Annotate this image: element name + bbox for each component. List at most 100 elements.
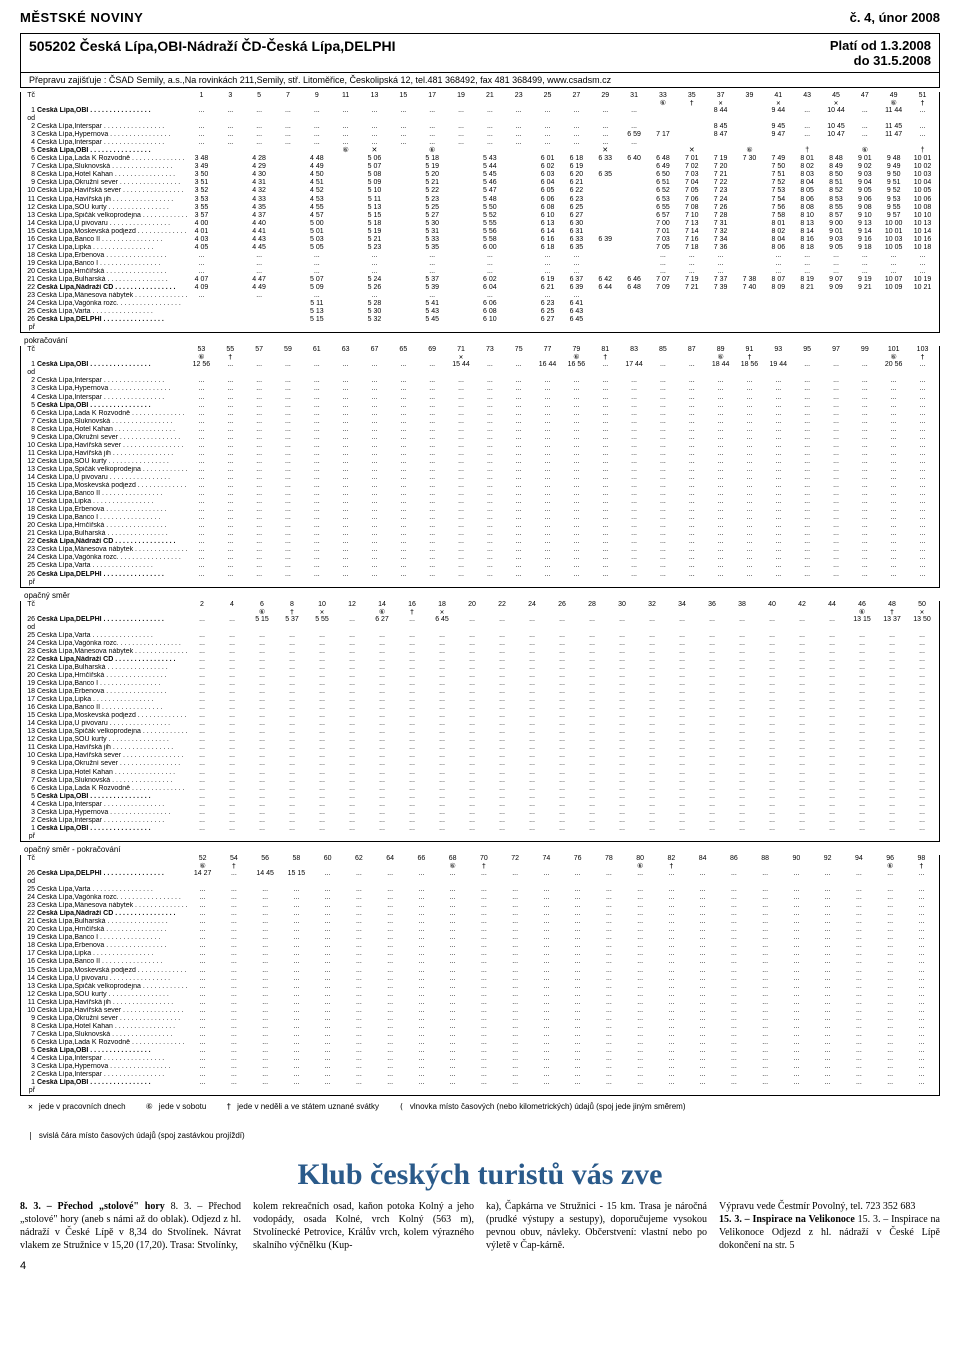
col-symbol: ⑥ [437,862,468,870]
col-number: 41 [764,92,793,99]
time-cell: ... [457,640,487,648]
timetable-row: 1 přČeská Lípa,OBI . . . . . . . . . . .… [21,1079,939,1095]
time-cell: ... [843,1055,874,1063]
stop-name: Česká Lípa,Moskevská podjezd . . . . . .… [37,712,187,720]
time-cell: ... [531,870,562,886]
time-cell: ... [343,1047,374,1055]
col-number: 29 [591,92,620,99]
time-cell: ... [843,1063,874,1071]
time-cell: ... [216,442,245,450]
stop-seq: 6 [23,155,37,163]
time-cell [620,228,649,236]
time-cell: ... [593,894,624,902]
stop-seq: 8 [23,1023,37,1031]
time-cell: ... [531,1063,562,1071]
col-symbol [531,862,562,870]
time-cell: ... [649,426,678,434]
time-cell: ... [727,785,757,793]
time-cell: ... [562,942,593,950]
col-number: 88 [750,855,781,862]
time-cell: ... [607,817,637,825]
time-cell: ... [706,394,735,402]
time-cell: ... [187,466,216,474]
time-cell: ... [562,886,593,894]
time-cell: ... [397,712,427,720]
time-cell: ... [533,107,562,123]
time-cell: ... [360,514,389,522]
time-cell: ... [360,442,389,450]
time-cell: ... [187,760,217,768]
time-cell: ... [812,870,843,886]
time-cell [620,300,649,308]
time-cell [274,187,303,195]
col-number: 71 [447,346,476,353]
time-cell [447,308,476,316]
time-cell: ... [217,688,247,696]
time-cell: 6 50 [649,171,678,179]
time-cell [649,139,678,147]
time-cell: ... [312,894,343,902]
time-cell: ... [437,886,468,894]
time-cell: ... [457,616,487,632]
time-cell: ... [247,720,277,728]
time-cell: ... [337,793,367,801]
time-cell: ... [250,999,281,1007]
time-cell: ... [547,680,577,688]
opposite-label: opačný směr [20,590,940,601]
time-cell: ... [620,474,649,482]
time-cell: ... [337,680,367,688]
time-cell: ... [877,817,907,825]
time-cell: ... [562,870,593,886]
time-cell: 4 52 [302,187,331,195]
time-cell [274,244,303,252]
time-cell: ... [591,394,620,402]
col-symbol [406,862,437,870]
time-cell: ... [307,801,337,809]
time-cell: ... [843,983,874,991]
time-cell: 10 16 [908,236,937,244]
time-cell: ... [475,123,504,131]
time-cell: ... [487,672,517,680]
time-cell [447,204,476,212]
col-number: 44 [817,601,847,608]
time-cell: ... [757,656,787,664]
time-cell: ... [907,648,937,656]
time-cell: ... [274,131,303,139]
time-cell: ... [389,571,418,587]
time-cell: ... [908,458,937,466]
time-cell: ... [750,1023,781,1031]
stop-name: Česká Lípa,Okružní sever . . . . . . . .… [37,1015,187,1023]
time-cell: ... [367,664,397,672]
time-cell: ... [389,498,418,506]
time-cell: ... [677,410,706,418]
time-cell: ... [793,410,822,418]
time-cell [274,236,303,244]
time-cell: ... [437,958,468,966]
time-cell: 5 52 [475,212,504,220]
time-cell: ... [375,1047,406,1055]
stop-seq: 22 [23,910,37,918]
time-cell: ... [793,394,822,402]
time-cell: ... [750,910,781,918]
time-cell: ... [447,530,476,538]
time-cell: ... [187,801,217,809]
time-cell: ... [847,664,877,672]
time-cell: ... [245,571,274,587]
time-cell: ... [218,942,249,950]
time-cell: ... [843,894,874,902]
time-cell: ... [331,123,360,131]
time-cell: ... [187,514,216,522]
time-cell: ... [281,886,312,894]
time-cell: ... [879,268,908,276]
time-cell: ... [457,769,487,777]
time-cell: ... [667,785,697,793]
time-cell: ... [457,744,487,752]
time-cell: ... [637,817,667,825]
col-symbol [757,608,787,616]
stop-seq: 7 [23,418,37,426]
time-cell: ... [475,426,504,434]
time-cell: ... [735,474,764,482]
stop-seq: 19 [23,260,37,268]
time-cell: ... [625,1023,656,1031]
time-cell: ... [625,1063,656,1071]
